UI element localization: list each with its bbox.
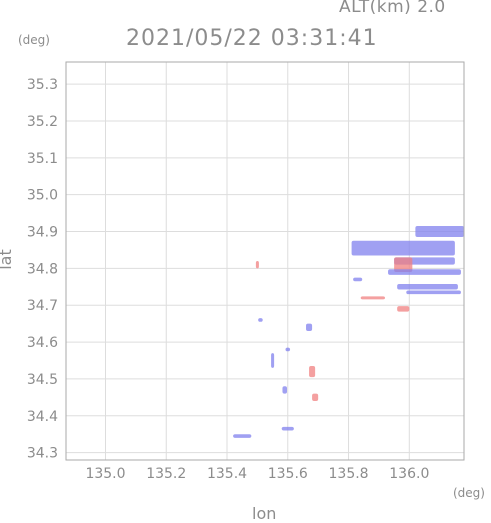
x-tick-labels: 135.0 135.2 135.4 135.6 135.8 136.0: [85, 466, 429, 482]
y-tick-label: 35.2: [27, 114, 58, 130]
echo-negative: [271, 353, 275, 368]
y-tick-label: 34.6: [27, 335, 58, 351]
y-tick-label: 34.5: [27, 372, 58, 388]
echo-positive: [397, 306, 410, 312]
echo-negative: [258, 318, 263, 322]
y-tick-label: 34.7: [27, 298, 58, 314]
timestamp-title: 2021/05/22 03:31:41: [126, 26, 378, 51]
y-tick-label: 34.9: [27, 225, 58, 241]
altitude-label: ALT(km) 2.0: [339, 0, 446, 17]
echo-negative: [353, 277, 363, 282]
y-tick-labels: 34.3 34.4 34.5 34.6 34.7 34.8 34.9 35.0 35.1 35.2…: [27, 77, 58, 462]
echo-negative: [306, 323, 313, 332]
data-features: [233, 225, 464, 438]
x-tick-label: 135.0: [85, 466, 125, 482]
y-tick-label: 35.3: [27, 77, 58, 93]
x-axis-unit: (deg): [453, 486, 485, 500]
x-axis-title: lon: [252, 504, 277, 523]
x-tick-label: 135.4: [207, 466, 247, 482]
x-tick-label: 135.2: [146, 466, 186, 482]
echo-negative: [388, 269, 461, 275]
echo-negative: [351, 240, 455, 256]
x-tick-label: 135.6: [268, 466, 308, 482]
x-tick-label: 135.8: [329, 466, 369, 482]
grid-lines: [66, 62, 464, 460]
y-tick-label: 35.0: [27, 188, 58, 204]
echo-positive: [309, 366, 316, 378]
y-axis-unit: (deg): [18, 33, 50, 47]
echo-positive: [255, 261, 259, 269]
echo-negative: [281, 426, 294, 431]
plot-frame: [65, 61, 465, 461]
echo-negative: [285, 347, 291, 352]
echo-positive: [394, 257, 413, 273]
y-tick-label: 34.4: [27, 409, 58, 425]
y-tick-label: 35.1: [27, 151, 58, 167]
echo-positive: [312, 393, 319, 402]
echo-positive: [360, 296, 386, 300]
echo-negative: [397, 284, 458, 290]
echo-negative: [406, 290, 461, 295]
echo-negative: [282, 386, 288, 394]
echo-negative: [415, 225, 464, 238]
y-tick-label: 34.8: [27, 261, 58, 277]
x-tick-label: 136.0: [389, 466, 429, 482]
y-tick-label: 34.3: [27, 446, 58, 462]
echo-negative: [233, 434, 252, 438]
